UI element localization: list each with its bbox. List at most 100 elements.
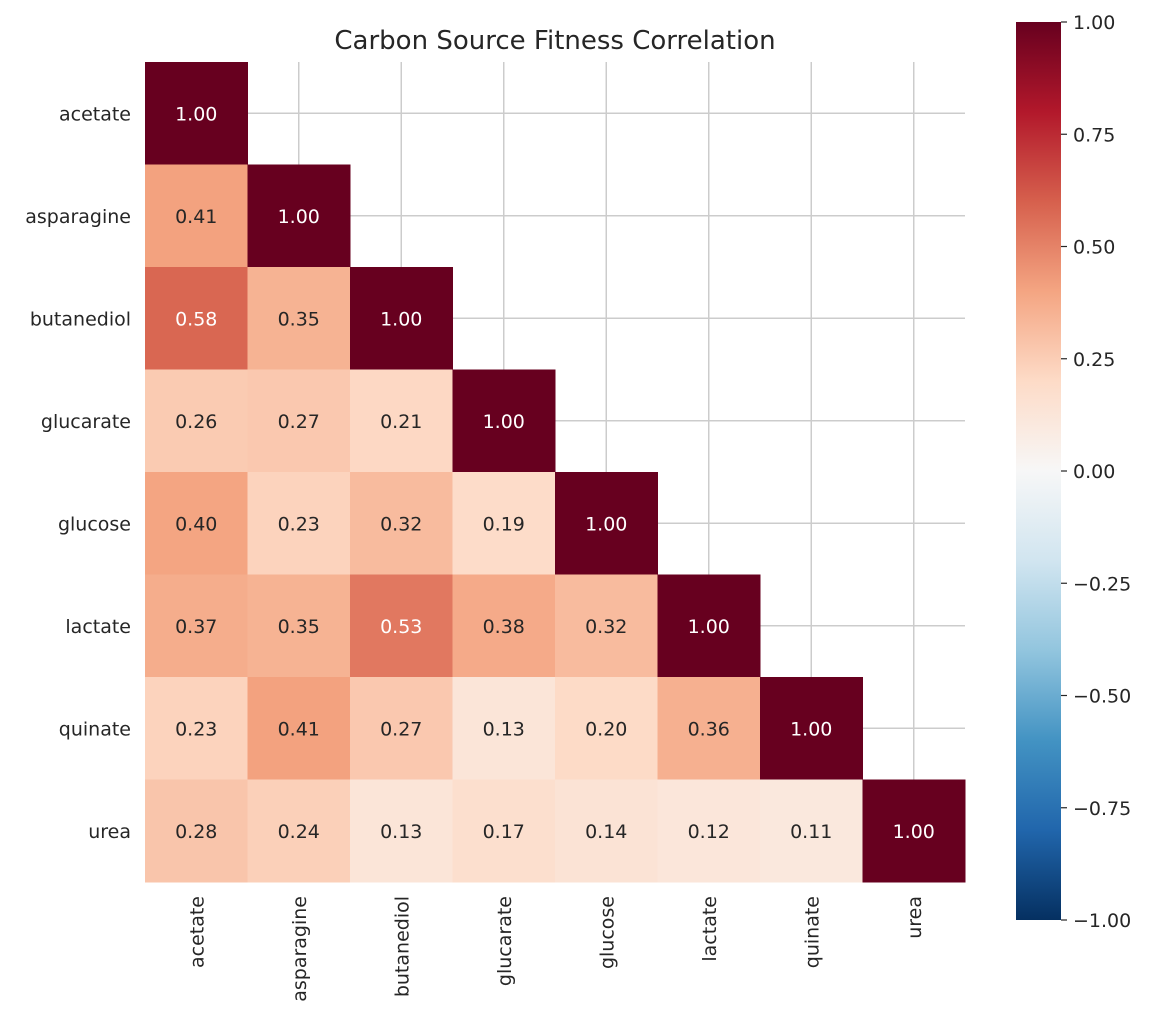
- cell-annotation: 0.32: [585, 616, 627, 638]
- cell-annotation: 0.23: [278, 513, 320, 535]
- colorbar-tick-label: −1.00: [1073, 910, 1131, 932]
- cell-annotation: 0.35: [278, 308, 320, 330]
- heatmap-cell: [247, 267, 351, 370]
- cell-annotation: 0.13: [380, 821, 422, 843]
- cell-annotation: 1.00: [688, 616, 730, 638]
- cell-annotation: 0.13: [483, 718, 525, 740]
- colorbar-tick-label: −0.75: [1073, 798, 1131, 820]
- heatmap-cell: [760, 779, 863, 883]
- colorbar-tick-label: 0.75: [1073, 124, 1115, 146]
- cell-annotation: 0.38: [483, 616, 525, 638]
- cell-annotation: 1.00: [278, 206, 320, 228]
- cell-annotation: 0.21: [380, 411, 422, 433]
- heatmap-cell: [350, 369, 453, 473]
- heatmap-cell: [657, 677, 761, 780]
- heatmap-cell: [145, 779, 248, 883]
- cell-annotation: 0.32: [380, 513, 422, 535]
- heatmap-cell: [145, 574, 248, 678]
- x-tick-label: glucose: [596, 896, 618, 969]
- heatmap-cell: [555, 779, 658, 883]
- x-tick-label: acetate: [186, 896, 208, 968]
- colorbar-ticks: −1.00 −0.75 −0.50 −0.25 0.00 0.25 0.50 0.75 1.00: [1061, 12, 1131, 932]
- heatmap-cell: [247, 574, 351, 678]
- heatmap-cell: [350, 574, 453, 678]
- cell-annotation: 1.00: [790, 718, 832, 740]
- heatmap-cell: [247, 369, 351, 473]
- x-tick-labels: acetate asparagine butanediol glucarate gluc…: [186, 896, 926, 1002]
- heatmap-cell: [145, 472, 248, 575]
- y-tick-label: glucarate: [41, 411, 131, 433]
- colorbar-tick-label: 0.00: [1073, 461, 1115, 483]
- heatmap-cell: [145, 164, 248, 268]
- cell-annotation: 1.00: [380, 308, 422, 330]
- y-tick-label: acetate: [59, 103, 131, 125]
- y-tick-labels: acetate asparagine butanediol glucarate gluc…: [25, 103, 131, 843]
- heatmap-cell: [350, 472, 453, 575]
- heatmap-cell: [247, 472, 351, 575]
- colorbar: [1016, 22, 1061, 920]
- cell-annotation: 0.24: [278, 821, 320, 843]
- heatmap-cell: [145, 369, 248, 473]
- heatmap-cell: [350, 677, 453, 780]
- cell-annotation: 0.11: [790, 821, 832, 843]
- x-tick-label: quinate: [801, 896, 823, 968]
- cell-annotation: 0.19: [483, 513, 525, 535]
- cell-annotation: 0.23: [175, 718, 217, 740]
- heatmap-cell: [145, 677, 248, 780]
- heatmap-cell: [555, 574, 658, 678]
- cell-annotation: 0.35: [278, 616, 320, 638]
- colorbar-tick-label: 1.00: [1073, 12, 1115, 34]
- cell-annotation: 0.27: [380, 718, 422, 740]
- colorbar-tick-label: −0.50: [1073, 686, 1131, 708]
- cell-annotation: 0.41: [278, 718, 320, 740]
- cell-annotation: 1.00: [585, 513, 627, 535]
- cell-annotation: 0.20: [585, 718, 627, 740]
- heatmap-cell: [657, 574, 761, 678]
- cell-annotation: 1.00: [483, 411, 525, 433]
- cell-annotation: 0.14: [585, 821, 627, 843]
- cell-annotation: 0.40: [175, 513, 217, 535]
- cell-annotation: 0.53: [380, 616, 422, 638]
- cell-annotation: 0.27: [278, 411, 320, 433]
- heatmap-cell: [452, 369, 556, 473]
- heatmap-cell: [555, 677, 658, 780]
- heatmap-cell: [760, 677, 863, 780]
- heatmap-cell: [862, 779, 966, 883]
- x-tick-label: asparagine: [289, 896, 311, 1002]
- y-tick-label: glucose: [58, 513, 131, 535]
- x-tick-label: urea: [904, 896, 926, 939]
- colorbar-tick-label: 0.25: [1073, 349, 1115, 371]
- cell-annotation: 0.41: [175, 206, 217, 228]
- colorbar-tick-label: −0.25: [1073, 573, 1131, 595]
- y-tick-label: urea: [88, 821, 131, 843]
- heatmap-cell: [452, 779, 556, 883]
- cell-annotation: 1.00: [893, 821, 935, 843]
- cell-annotation: 0.17: [483, 821, 525, 843]
- y-tick-label: lactate: [65, 616, 131, 638]
- x-tick-label: lactate: [699, 896, 721, 962]
- heatmap-cell: [452, 677, 556, 780]
- heatmap-cell: [350, 779, 453, 883]
- heatmap-cell: [452, 574, 556, 678]
- heatmap-cell: [350, 267, 453, 370]
- cell-annotation: 1.00: [175, 103, 217, 125]
- cell-annotation: 0.37: [175, 616, 217, 638]
- heatmap-cell: [657, 779, 761, 883]
- heatmap-cell: [145, 62, 248, 165]
- heatmap-cell: [452, 472, 556, 575]
- heatmap-cell: [247, 164, 351, 268]
- cell-annotation: 0.28: [175, 821, 217, 843]
- x-tick-label: glucarate: [494, 896, 516, 986]
- x-tick-label: butanediol: [391, 896, 413, 997]
- chart-title: Carbon Source Fitness Correlation: [334, 26, 775, 56]
- cell-annotation: 0.36: [688, 718, 730, 740]
- heatmap-cell: [555, 472, 658, 575]
- y-tick-label: butanediol: [30, 308, 131, 330]
- cell-annotation: 0.58: [175, 308, 217, 330]
- y-tick-label: asparagine: [25, 206, 131, 228]
- heatmap-cell: [247, 779, 351, 883]
- heatmap-cell: [247, 677, 351, 780]
- colorbar-tick-label: 0.50: [1073, 237, 1115, 259]
- y-tick-label: quinate: [59, 718, 131, 740]
